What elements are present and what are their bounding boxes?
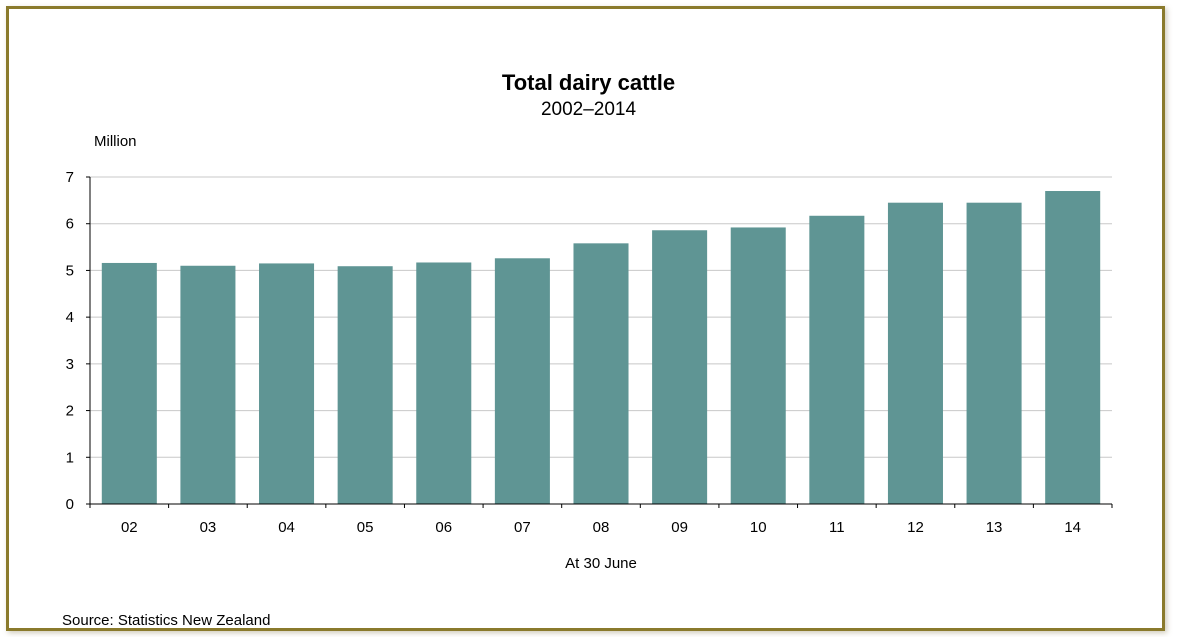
bar-14 [1045,191,1101,504]
x-tick-label: 12 [907,519,924,536]
bar-04 [259,263,315,504]
x-tick-label: 08 [593,519,610,536]
x-tick-label: 10 [750,519,767,536]
bar-12 [887,202,943,504]
x-tick-label: 14 [1064,519,1081,536]
bar-06 [416,262,472,504]
chart-title: Total dairy cattle [501,70,676,95]
y-tick-label: 6 [66,216,74,233]
y-tick-label: 1 [66,449,74,466]
bar-13 [966,202,1022,504]
y-axis-label: Million [94,133,137,150]
x-tick-label: 06 [435,519,452,536]
bar-09 [652,230,708,505]
x-axis-label: At 30 June [565,555,637,572]
bar-10 [730,227,786,505]
x-tick-label: 04 [278,519,295,536]
bar-05 [337,266,393,504]
chart-subtitle: 2002–2014 [540,99,637,120]
y-tick-label: 3 [66,356,74,373]
bar-08 [573,243,629,504]
source-note: Source: Statistics New Zealand [62,612,271,629]
x-tick-label: 07 [514,519,531,536]
y-tick-label: 4 [66,309,74,326]
y-tick-label: 5 [66,262,74,279]
x-tick-label: 02 [121,519,138,536]
y-tick-label: 0 [66,496,74,513]
bars [101,191,1101,505]
y-tick-label: 7 [66,169,74,186]
bar-03 [180,265,236,504]
x-tick-label: 05 [357,519,374,536]
x-tick-label: 09 [671,519,688,536]
bar-02 [101,262,157,504]
bar-11 [809,215,865,504]
x-tick-label: 03 [200,519,217,536]
bar-07 [494,258,550,504]
x-tick-label: 11 [829,519,845,536]
axes [86,176,1113,508]
x-tick-label: 13 [986,519,1003,536]
y-tick-label: 2 [66,403,74,420]
